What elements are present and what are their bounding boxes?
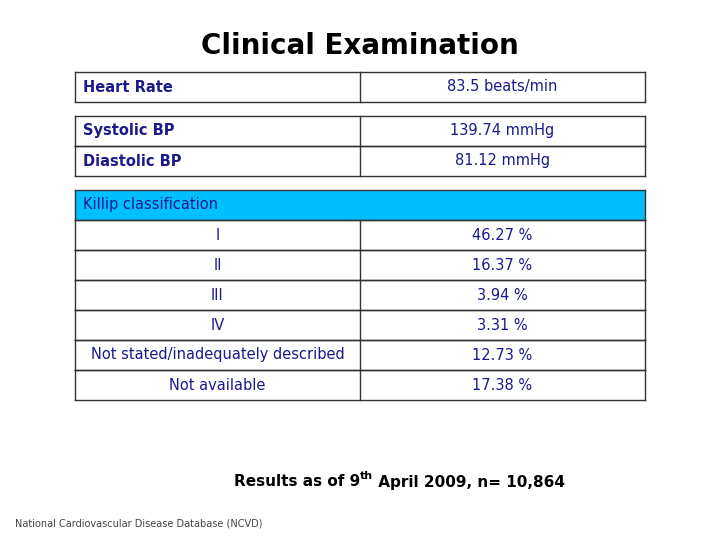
- Text: 3.31 %: 3.31 %: [477, 318, 528, 333]
- Bar: [75, 370, 645, 400]
- Text: Systolic BP: Systolic BP: [83, 124, 174, 138]
- Text: Not stated/inadequately described: Not stated/inadequately described: [91, 348, 344, 362]
- Text: Heart Rate: Heart Rate: [83, 79, 173, 94]
- Text: IV: IV: [210, 318, 225, 333]
- Bar: [75, 72, 645, 102]
- Text: III: III: [211, 287, 224, 302]
- Text: 3.94 %: 3.94 %: [477, 287, 528, 302]
- Text: th: th: [360, 471, 373, 481]
- Text: 16.37 %: 16.37 %: [472, 258, 533, 273]
- Bar: [75, 250, 645, 280]
- Text: Diastolic BP: Diastolic BP: [83, 153, 181, 168]
- Bar: [75, 310, 645, 340]
- Text: Killip classification: Killip classification: [83, 198, 218, 213]
- Text: Not available: Not available: [169, 377, 266, 393]
- Text: National Cardiovascular Disease Database (NCVD): National Cardiovascular Disease Database…: [15, 518, 263, 528]
- Bar: [75, 340, 645, 370]
- Text: I: I: [215, 227, 220, 242]
- Text: 83.5 beats/min: 83.5 beats/min: [447, 79, 558, 94]
- Text: Results as of 9: Results as of 9: [234, 475, 360, 489]
- Bar: [75, 146, 645, 176]
- Bar: [75, 280, 645, 310]
- Text: II: II: [213, 258, 222, 273]
- Text: April 2009, n= 10,864: April 2009, n= 10,864: [373, 475, 565, 489]
- Bar: [75, 190, 645, 220]
- Text: 12.73 %: 12.73 %: [472, 348, 533, 362]
- Text: Clinical Examination: Clinical Examination: [201, 32, 519, 60]
- Bar: [75, 220, 645, 250]
- Bar: [75, 116, 645, 146]
- Text: 17.38 %: 17.38 %: [472, 377, 533, 393]
- Text: 139.74 mmHg: 139.74 mmHg: [451, 124, 554, 138]
- Text: 46.27 %: 46.27 %: [472, 227, 533, 242]
- Text: 81.12 mmHg: 81.12 mmHg: [455, 153, 550, 168]
